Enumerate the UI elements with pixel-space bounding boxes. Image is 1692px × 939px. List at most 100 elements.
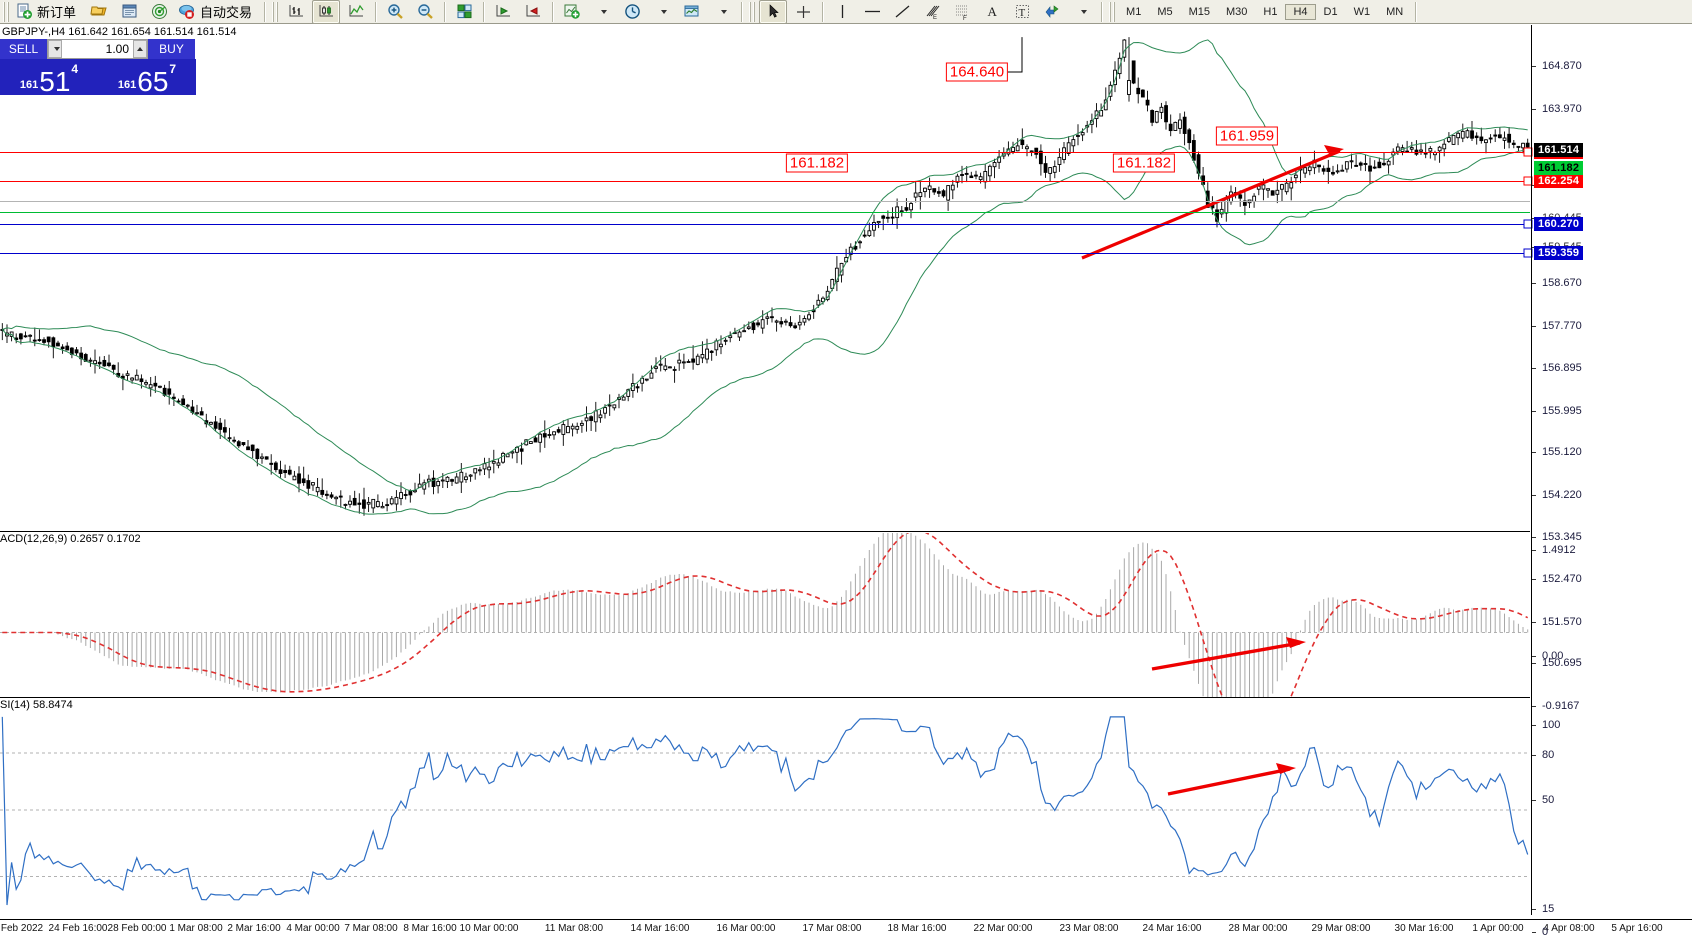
- buy-button[interactable]: BUY: [148, 39, 195, 59]
- time-axis[interactable]: Feb 2022 24 Feb 16:00 28 Feb 00:00 1 Mar 08…: [0, 919, 1692, 939]
- toolbar-grip-2[interactable]: [271, 1, 280, 22]
- crosshair-tool-button[interactable]: [789, 0, 817, 24]
- toolbar-separator-9: [1415, 1, 1417, 22]
- cursor-tool-button[interactable]: [759, 0, 788, 24]
- auto-trading-button[interactable]: 自动交易: [175, 0, 259, 24]
- support-line-160270[interactable]: [0, 224, 1530, 225]
- line-handle-160270[interactable]: [1523, 219, 1533, 229]
- arrow-symbols-icon: [1045, 5, 1059, 18]
- line-handle-162254[interactable]: [1523, 176, 1533, 186]
- timeframe-mn[interactable]: MN: [1386, 5, 1404, 18]
- chart-grid-button[interactable]: [450, 0, 478, 24]
- timeframe-m5[interactable]: M5: [1157, 5, 1173, 18]
- macd-chart-canvas[interactable]: [0, 533, 1530, 697]
- new-order-button[interactable]: 新订单: [13, 0, 83, 24]
- price-tag-160270[interactable]: 160.270: [1534, 217, 1584, 231]
- vertical-line-tool-button[interactable]: [828, 0, 856, 24]
- time-tick: 30 Mar 16:00: [1394, 923, 1454, 934]
- text-label-tool-button[interactable]: T: [1008, 0, 1036, 24]
- clock-icon: [624, 4, 640, 19]
- toolbar-grip[interactable]: [2, 1, 10, 22]
- volume-decrease-button[interactable]: [48, 40, 62, 58]
- add-indicator-button[interactable]: [558, 0, 586, 24]
- period-dropdown[interactable]: [648, 0, 676, 24]
- shift-chart-start-button[interactable]: [489, 0, 517, 24]
- templates-button[interactable]: [678, 0, 706, 24]
- price-tag-162254[interactable]: 162.254: [1534, 174, 1584, 188]
- support-line-159359[interactable]: [0, 253, 1530, 254]
- sell-button[interactable]: SELL: [0, 39, 47, 59]
- line-handle-163085[interactable]: [1523, 147, 1533, 157]
- volume-value[interactable]: 1.00: [105, 42, 129, 56]
- current-price-line: [0, 201, 1530, 202]
- rsi-title: SI(14) 58.8474: [0, 699, 73, 711]
- price-tag-161514[interactable]: 161.514: [1534, 143, 1584, 157]
- timeframe-m30[interactable]: M30: [1226, 5, 1248, 18]
- rsi-chart-canvas[interactable]: [0, 699, 1530, 917]
- fibonacci-retracement-button[interactable]: F: [948, 0, 976, 24]
- sell-price-display[interactable]: 161 51 4: [0, 59, 98, 96]
- resistance-line-162254[interactable]: [0, 181, 1530, 182]
- text-tool-button[interactable]: A: [978, 0, 1006, 24]
- time-tick: 8 Mar 16:00: [403, 923, 457, 934]
- equidistant-channel-button[interactable]: E: [918, 0, 946, 24]
- timeframe-h1[interactable]: H1: [1263, 5, 1278, 18]
- indicator-add-icon: [564, 4, 580, 19]
- resistance-line-163085[interactable]: [0, 152, 1530, 153]
- timeframe-h4[interactable]: H4: [1285, 3, 1316, 20]
- timeframe-m1[interactable]: M1: [1126, 5, 1142, 18]
- buy-price-display[interactable]: 161 65 7: [98, 59, 196, 96]
- price-tag-159359[interactable]: 159.359: [1534, 246, 1584, 260]
- arrows-tool-button[interactable]: [1038, 0, 1066, 24]
- new-order-label: 新订单: [37, 5, 77, 20]
- price-tick: 157.770: [1532, 320, 1582, 332]
- line-chart-button[interactable]: [342, 0, 370, 24]
- buy-price-sup: 7: [169, 62, 177, 76]
- shift-chart-end-button[interactable]: [519, 0, 547, 24]
- templates-dropdown[interactable]: [708, 0, 736, 24]
- price-tick: 155.120: [1532, 446, 1582, 458]
- price-tick: 163.970: [1532, 103, 1582, 115]
- time-tick: 18 Mar 16:00: [887, 923, 947, 934]
- line-handle-159359[interactable]: [1523, 248, 1533, 258]
- annotation-161959[interactable]: 161.959: [1215, 126, 1279, 146]
- indicator-dropdown[interactable]: [588, 0, 616, 24]
- price-tag-161182[interactable]: 161.182: [1534, 161, 1584, 175]
- time-tick: 24 Mar 16:00: [1142, 923, 1202, 934]
- volume-input-wrapper[interactable]: 1.00: [47, 39, 148, 59]
- arrows-dropdown[interactable]: [1068, 0, 1096, 24]
- zoom-in-icon: [387, 4, 403, 19]
- horizontal-line-tool-button[interactable]: [858, 0, 886, 24]
- zoom-in-button[interactable]: [381, 0, 409, 24]
- price-tick: 153.345: [1532, 531, 1582, 543]
- period-button[interactable]: [618, 0, 646, 24]
- volume-increase-button[interactable]: [133, 40, 147, 58]
- rsi-tick: 50: [1532, 794, 1554, 806]
- timeframe-d1[interactable]: D1: [1323, 5, 1338, 18]
- annotation-161182[interactable]: 161.182: [1112, 153, 1176, 173]
- bar-chart-button[interactable]: [282, 0, 310, 24]
- expert-advisors-button[interactable]: [85, 0, 113, 24]
- trendline-tool-button[interactable]: [888, 0, 916, 24]
- toolbar-grip-3[interactable]: [748, 1, 757, 22]
- data-window-button[interactable]: [115, 0, 143, 24]
- one-click-trading-panel[interactable]: GBPJPY-,H4 161.642 161.654 161.514 161.5…: [0, 25, 236, 96]
- timeframe-w1[interactable]: W1: [1353, 5, 1371, 18]
- timeframe-m15[interactable]: M15: [1188, 5, 1210, 18]
- toolbar-separator-1: [264, 1, 266, 22]
- fibo-grid-icon: F: [955, 5, 968, 20]
- chart-area[interactable]: 164.640 161.182 161.182 161.959 164.870 163.…: [0, 25, 1692, 939]
- zoom-out-button[interactable]: [411, 0, 439, 24]
- auto-trading-icon: [179, 4, 195, 19]
- annotation-164640[interactable]: 164.640: [945, 62, 1009, 82]
- annotation-161182[interactable]: 161.182: [785, 153, 849, 173]
- sell-price-big: 161: [19, 79, 39, 91]
- price-axis[interactable]: 164.870 163.970 158.670 157.770 156.895 155.9…: [1531, 25, 1692, 915]
- candlestick-chart-button[interactable]: [312, 0, 341, 24]
- zoom-out-icon: [417, 4, 433, 19]
- market-watch-button[interactable]: [145, 0, 173, 24]
- svg-text:E: E: [933, 15, 937, 20]
- price-chart-canvas[interactable]: [0, 25, 1530, 530]
- bid-line-161182[interactable]: [0, 212, 1530, 213]
- toolbar-grip-4[interactable]: [1108, 1, 1117, 22]
